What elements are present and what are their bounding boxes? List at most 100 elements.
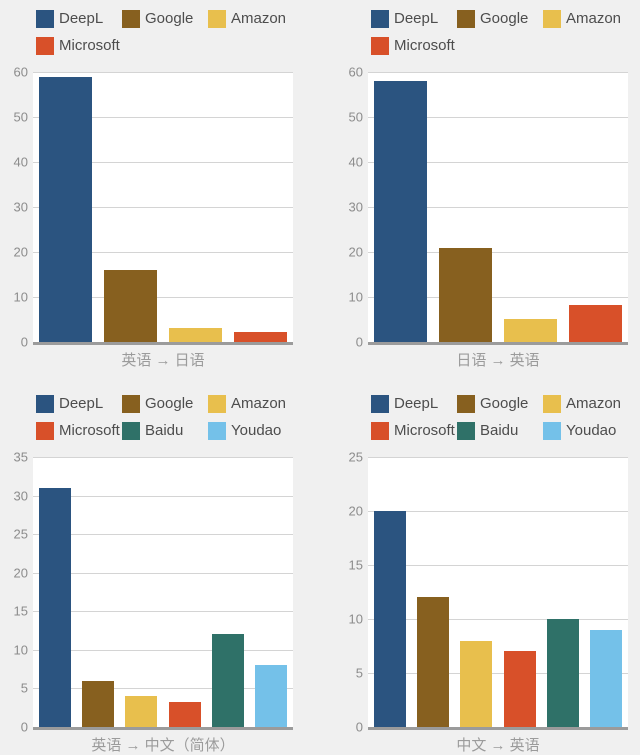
y-tick-label: 40 [348, 154, 363, 170]
legend-swatch-baidu [122, 421, 140, 440]
y-tick-label: 0 [355, 334, 363, 350]
legend-label: Microsoft [394, 422, 455, 439]
x-axis-baseline [33, 727, 293, 730]
bar-microsoft [569, 305, 622, 342]
legend-label: Amazon [566, 10, 622, 27]
gridline [368, 162, 628, 164]
legend-label: Microsoft [59, 37, 120, 54]
x-axis-label: 中文 → 英语 [456, 737, 540, 754]
gridline [33, 457, 293, 458]
legend-swatch-baidu [457, 421, 475, 440]
legend: DeepL Google Amazon Microsoft [371, 5, 640, 59]
bar-amazon [169, 327, 222, 342]
legend-label: Youdao [231, 422, 282, 439]
bar-deepl [373, 511, 406, 727]
legend-swatch-microsoft [36, 421, 54, 440]
gridline [33, 611, 293, 613]
gridline [368, 252, 628, 254]
gridline [33, 495, 293, 497]
chart-japanese-to-english: DeepL Google Amazon Microsoft 0 10 20 30 40 50 60… [320, 0, 640, 385]
plot-area [33, 457, 293, 727]
legend-label: Amazon [231, 395, 287, 412]
legend: DeepL Google Amazon Microsoft [36, 5, 320, 59]
y-tick-label: 5 [20, 680, 28, 696]
x-axis-label: 日语 → 英语 [456, 352, 540, 369]
gridline [33, 572, 293, 574]
x-axis-label: 英语 → 日语 [121, 352, 205, 369]
gridline [368, 117, 628, 118]
bar-baidu [211, 634, 245, 727]
legend-swatch-amazon [543, 394, 561, 413]
legend-label: DeepL [394, 395, 439, 412]
bar-deepl [39, 76, 92, 342]
legend-swatch-google [122, 9, 140, 28]
legend-item-google: Google [457, 390, 543, 417]
legend-swatch-youdao [208, 421, 226, 440]
legend-label: Microsoft [59, 422, 120, 439]
y-tick-label: 50 [13, 109, 28, 125]
gridline [368, 511, 628, 512]
bar-google [439, 247, 492, 342]
gridline [33, 534, 293, 536]
gridline [33, 117, 293, 118]
bar-youdao [255, 665, 288, 727]
y-tick-label: 10 [13, 289, 28, 305]
legend-item-youdao: Youdao [543, 417, 629, 444]
x-axis-baseline [368, 342, 628, 345]
y-tick-label: 0 [20, 334, 28, 350]
y-axis: 0 5 10 15 20 25 30 35 [0, 451, 33, 734]
y-tick-label: 20 [348, 503, 363, 519]
legend-item-deepl: DeepL [36, 5, 122, 32]
legend-label: Google [145, 10, 194, 27]
y-tick-label: 10 [13, 642, 28, 658]
plot-wrap [33, 457, 293, 730]
legend-swatch-google [457, 394, 475, 413]
legend-item-microsoft: Microsoft [36, 417, 122, 444]
chart-english-to-chinese-simplified: DeepL Google Amazon Microsoft Baidu Youdao 0 5… [0, 385, 320, 754]
y-tick-label: 40 [13, 154, 28, 170]
gridline [33, 297, 293, 299]
gridline [33, 207, 293, 208]
legend-item-youdao: Youdao [208, 417, 294, 444]
legend-label: DeepL [59, 395, 104, 412]
legend-item-amazon: Amazon [543, 390, 629, 417]
gridline [368, 619, 628, 620]
plot-area [368, 457, 628, 727]
bar-youdao [590, 629, 623, 727]
y-tick-label: 10 [348, 289, 363, 305]
legend-item-deepl: DeepL [371, 390, 457, 417]
legend-item-baidu: Baidu [457, 417, 543, 444]
gridline [368, 297, 628, 299]
legend-item-amazon: Amazon [543, 5, 629, 32]
y-tick-label: 20 [13, 565, 28, 581]
y-tick-label: 20 [348, 244, 363, 260]
legend-item-microsoft: Microsoft [371, 32, 457, 59]
legend-label: Baidu [480, 422, 519, 439]
legend-swatch-amazon [208, 9, 226, 28]
bar-amazon [125, 696, 158, 727]
plot-wrap [33, 72, 293, 345]
gridline [368, 207, 628, 208]
legend-label: Google [480, 395, 529, 412]
y-tick-label: 15 [13, 603, 28, 619]
y-tick-label: 0 [20, 719, 28, 735]
x-axis-label: 英语 → 中文（简体） [91, 737, 235, 754]
y-tick-label: 30 [13, 199, 28, 215]
legend-label: DeepL [59, 10, 104, 27]
plot-wrap [368, 457, 628, 730]
legend-item-deepl: DeepL [36, 390, 122, 417]
legend-swatch-deepl [371, 394, 389, 413]
bar-microsoft [234, 331, 287, 342]
y-axis: 0 10 20 30 40 50 60 [335, 66, 368, 349]
legend-label: Amazon [566, 395, 622, 412]
legend-swatch-microsoft [36, 36, 54, 55]
legend-item-deepl: DeepL [371, 5, 457, 32]
y-tick-label: 0 [355, 719, 363, 735]
legend-swatch-google [122, 394, 140, 413]
legend-item-baidu: Baidu [122, 417, 208, 444]
legend-item-amazon: Amazon [208, 390, 294, 417]
y-tick-label: 25 [348, 449, 363, 465]
y-tick-label: 15 [348, 557, 363, 573]
bar-amazon [460, 640, 493, 727]
